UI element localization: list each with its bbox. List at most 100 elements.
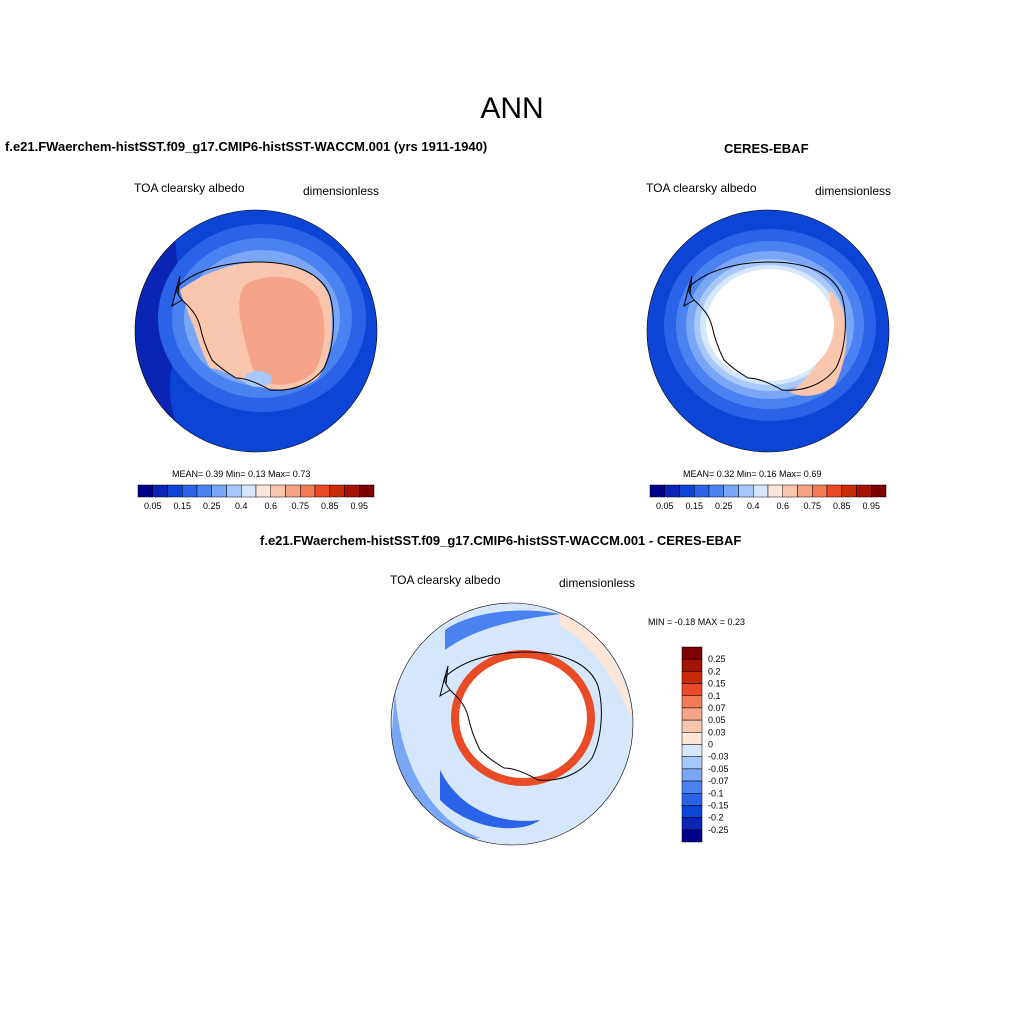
panel-c-colorbar-swatch [681, 695, 703, 709]
panel-c-colorbar-swatch [681, 805, 703, 818]
panel-b-colorbar-swatch [797, 484, 813, 498]
panel-a-colorbar-swatch [152, 484, 168, 498]
panel-a-colorbar-swatch [226, 484, 242, 498]
panel-a-colorbar-tick-label: 0.6 [264, 501, 277, 511]
panel-b-colorbar-swatch [871, 484, 887, 498]
panel-c-colorbar-tick-label: 0.2 [708, 666, 721, 676]
panel-a-colorbar-swatch [300, 484, 316, 498]
panel-a-colorbar-tick-label: 0.15 [173, 501, 191, 511]
panel-c-colorbar-swatch [681, 817, 703, 831]
panel-b-colorbar-tick-label: 0.05 [656, 501, 674, 511]
panel-a-map-border [134, 209, 378, 453]
main-title: ANN [480, 92, 544, 125]
panel-b-colorbar-swatch [826, 484, 842, 498]
panel-a-ross-ice [244, 371, 272, 387]
panel-c-colorbar-tick-label: 0 [708, 740, 713, 750]
panel-a-colorbar-swatch [196, 484, 212, 498]
panel-b-colorbar-swatch [856, 484, 872, 498]
panel-c-colorbar-swatch [681, 732, 703, 745]
panel-c-colorbar-swatch [681, 646, 703, 660]
panel-c-map-border [390, 602, 634, 846]
panel-a-colorbar: 0.05 0.15 0.25 0.4 0.6 0.75 0.85 0.95 [137, 484, 375, 511]
panel-b-colorbar-swatch [679, 484, 695, 498]
panel-b-peninsula [683, 275, 695, 308]
panel-a-colorbar-swatch [270, 484, 286, 498]
panel-b-colorbar-tick-label: 0.85 [833, 501, 851, 511]
panel-b-stats: MEAN= 0.32 Min= 0.16 Max= 0.69 [683, 469, 822, 479]
panel-c-colorbar-swatch [681, 719, 703, 733]
panel-c-stats: MIN = -0.18 MAX = 0.23 [648, 617, 746, 627]
panel-c-map [390, 602, 634, 846]
panel-a-colorbar-tick-label: 0.95 [350, 501, 368, 511]
panel-c-colorbar-swatch [681, 756, 703, 770]
panel-b-colorbar-tick-label: 0.15 [685, 501, 703, 511]
panel-c-colorbar-tick-label: 0.05 [708, 715, 726, 725]
panel-a-ice-sheet-dark [239, 276, 325, 385]
panel-c-negative-region-2 [440, 770, 540, 829]
panel-b-colorbar: 0.05 0.15 0.25 0.4 0.6 0.75 0.85 0.95 [649, 484, 887, 511]
panel-b-colorbar-swatch [812, 484, 828, 498]
panel-a-colorbar-swatch [314, 484, 330, 498]
panel-a-colorbar-swatch [329, 484, 345, 498]
panel-c-colorbar-tick-label: -0.05 [708, 764, 729, 774]
panel-b-title: CERES-EBAF [724, 141, 809, 156]
panel-c-variable-label: TOA clearsky albedo [390, 573, 501, 587]
panel-a-colorbar-tick-label: 0.4 [235, 501, 248, 511]
panel-a-coastline [176, 261, 334, 391]
panel-c-colorbar-swatch [681, 744, 703, 757]
panel-a-colorbar-swatch [137, 484, 153, 498]
panel-b-colorbar-swatch [649, 484, 665, 498]
panel-c-negative-region-3 [445, 610, 560, 650]
panel-a-colorbar-swatch [255, 484, 271, 498]
panel-c-colorbar-tick-label: 0.07 [708, 703, 726, 713]
panel-b-colorbar-tick-label: 0.95 [862, 501, 880, 511]
panel-c-missing-data [459, 658, 587, 778]
panel-b-map-border [646, 209, 890, 453]
panel-b-colorbar-tick-label: 0.75 [803, 501, 821, 511]
panel-b-coastline [688, 261, 846, 391]
panel-a-colorbar-swatch [167, 484, 183, 498]
panel-b-colorbar-tick-label: 0.25 [715, 501, 733, 511]
panel-c-peninsula [439, 665, 451, 698]
panel-c-colorbar-tick-label: -0.2 [708, 813, 724, 823]
panel-c-colorbar-tick-label: -0.15 [708, 800, 729, 810]
panel-c-colorbar-tick-label: -0.1 [708, 788, 724, 798]
panel-c-colorbar-tick-label: 0.25 [708, 654, 726, 664]
panel-c-colorbar-swatch [681, 658, 703, 672]
panel-c-colorbar-swatch [681, 793, 703, 806]
panel-b-colorbar-swatch [753, 484, 769, 498]
panel-a-colorbar-swatch [359, 484, 375, 498]
panel-a-colorbar-tick-label: 0.25 [203, 501, 221, 511]
panel-a-colorbar-tick-label: 0.85 [321, 501, 339, 511]
panel-c-colorbar-tick-label: 0.1 [708, 691, 721, 701]
panel-a-colorbar-tick-label: 0.05 [144, 501, 162, 511]
panel-c-colorbar-swatch [681, 683, 703, 696]
panel-a-peninsula [171, 275, 183, 308]
panel-c-colorbar-tick-label: -0.07 [708, 776, 729, 786]
panel-c-colorbar-tick-label: -0.03 [708, 752, 729, 762]
panel-b-colorbar-swatch [767, 484, 783, 498]
panel-a-colorbar-swatch [344, 484, 360, 498]
panel-b-missing-data [706, 269, 834, 381]
panel-b-map [646, 209, 890, 453]
panel-c-negative-region-1 [391, 690, 480, 845]
panel-b-colorbar-swatch [723, 484, 739, 498]
panel-b-colorbar-swatch [664, 484, 680, 498]
panel-a-colorbar-swatch [211, 484, 227, 498]
panel-a-colorbar-swatch [285, 484, 301, 498]
panel-b-colorbar-swatch [782, 484, 798, 498]
panel-a-colorbar-tick-label: 0.75 [291, 501, 309, 511]
panel-a-variable-label: TOA clearsky albedo [134, 181, 245, 195]
panel-b-variable-label: TOA clearsky albedo [646, 181, 757, 195]
panel-c-units-label: dimensionless [559, 576, 636, 590]
panel-c-coastline [444, 651, 602, 781]
panel-c-colorbar-swatch [681, 780, 703, 794]
panel-c-colorbar-swatch [681, 768, 703, 782]
panel-c-colorbar: 0.25 0.2 0.15 0.1 0.07 0.05 0.03 0 -0.03 -0.05 -0.… [681, 646, 729, 843]
panel-a-units-label: dimensionless [303, 184, 380, 198]
panel-c-colorbar-tick-label: 0.03 [708, 727, 726, 737]
panel-b-colorbar-tick-label: 0.6 [776, 501, 789, 511]
panel-b-units-label: dimensionless [815, 184, 892, 198]
panel-c-title: f.e21.FWaerchem-histSST.f09_g17.CMIP6-hi… [260, 533, 742, 548]
